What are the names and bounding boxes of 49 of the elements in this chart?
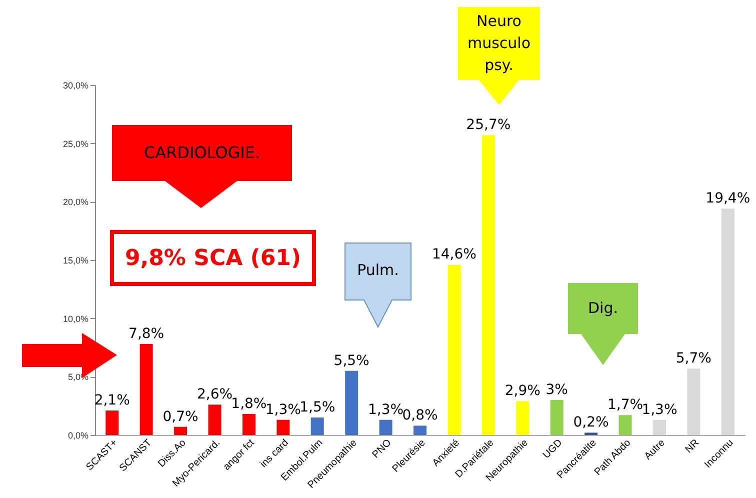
data-label: 0,7%: [162, 408, 198, 425]
data-label: 14,6%: [432, 246, 476, 263]
data-label: 19,4%: [706, 190, 750, 207]
data-label: 1,3%: [265, 402, 301, 418]
bar: [550, 400, 564, 435]
bar: [448, 264, 461, 435]
bar: [140, 344, 153, 435]
data-label: 1,5%: [300, 400, 336, 416]
data-label: 0,8%: [402, 408, 438, 424]
data-label: 5,5%: [334, 352, 370, 369]
data-label: 2,9%: [504, 383, 540, 400]
y-tick-label: 30,0%: [62, 80, 88, 90]
annotation: Dig.: [586, 298, 619, 319]
data-label: 7,8%: [128, 326, 164, 342]
text: Neuro musculo psy.: [466, 11, 532, 76]
annotation: Pulm.: [356, 260, 400, 281]
x-tick-label: NR: [683, 438, 702, 456]
bar: [310, 418, 324, 435]
bar: [652, 420, 666, 435]
data-label: 2,6%: [196, 386, 233, 403]
bar: [345, 370, 358, 435]
bar: [208, 404, 222, 435]
y-tick-label: 25,0%: [62, 138, 88, 149]
y-tick-label: 0,0%: [68, 430, 88, 440]
bar: [414, 426, 426, 435]
bar: [106, 410, 119, 435]
y-tick-label: 20,0%: [62, 197, 88, 208]
data-label: 1,3%: [642, 402, 678, 418]
bar: [242, 414, 256, 435]
bar: [516, 401, 530, 435]
data-label: 0,2%: [573, 414, 609, 431]
bar: [174, 426, 188, 435]
bar: [721, 208, 734, 435]
data-label: 5,7%: [676, 350, 712, 366]
annotation: 9,8% SCA (61): [110, 230, 316, 286]
y-tick-label: 15,0%: [62, 256, 88, 266]
bar: [276, 420, 290, 435]
data-label: 25,7%: [466, 117, 511, 134]
y-tick-label: 10,0%: [62, 314, 88, 324]
bar: [379, 420, 392, 435]
data-label: 1,3%: [368, 402, 404, 418]
data-label: 1,7%: [607, 397, 644, 414]
data-label: 2,1%: [94, 392, 130, 408]
data-label: 3%: [546, 382, 568, 398]
bar: [618, 415, 632, 435]
annotation: CARDIOLOGIE.: [142, 142, 262, 164]
bar: [482, 135, 495, 435]
bar: [687, 368, 700, 435]
data-label: 1,8%: [231, 396, 267, 412]
